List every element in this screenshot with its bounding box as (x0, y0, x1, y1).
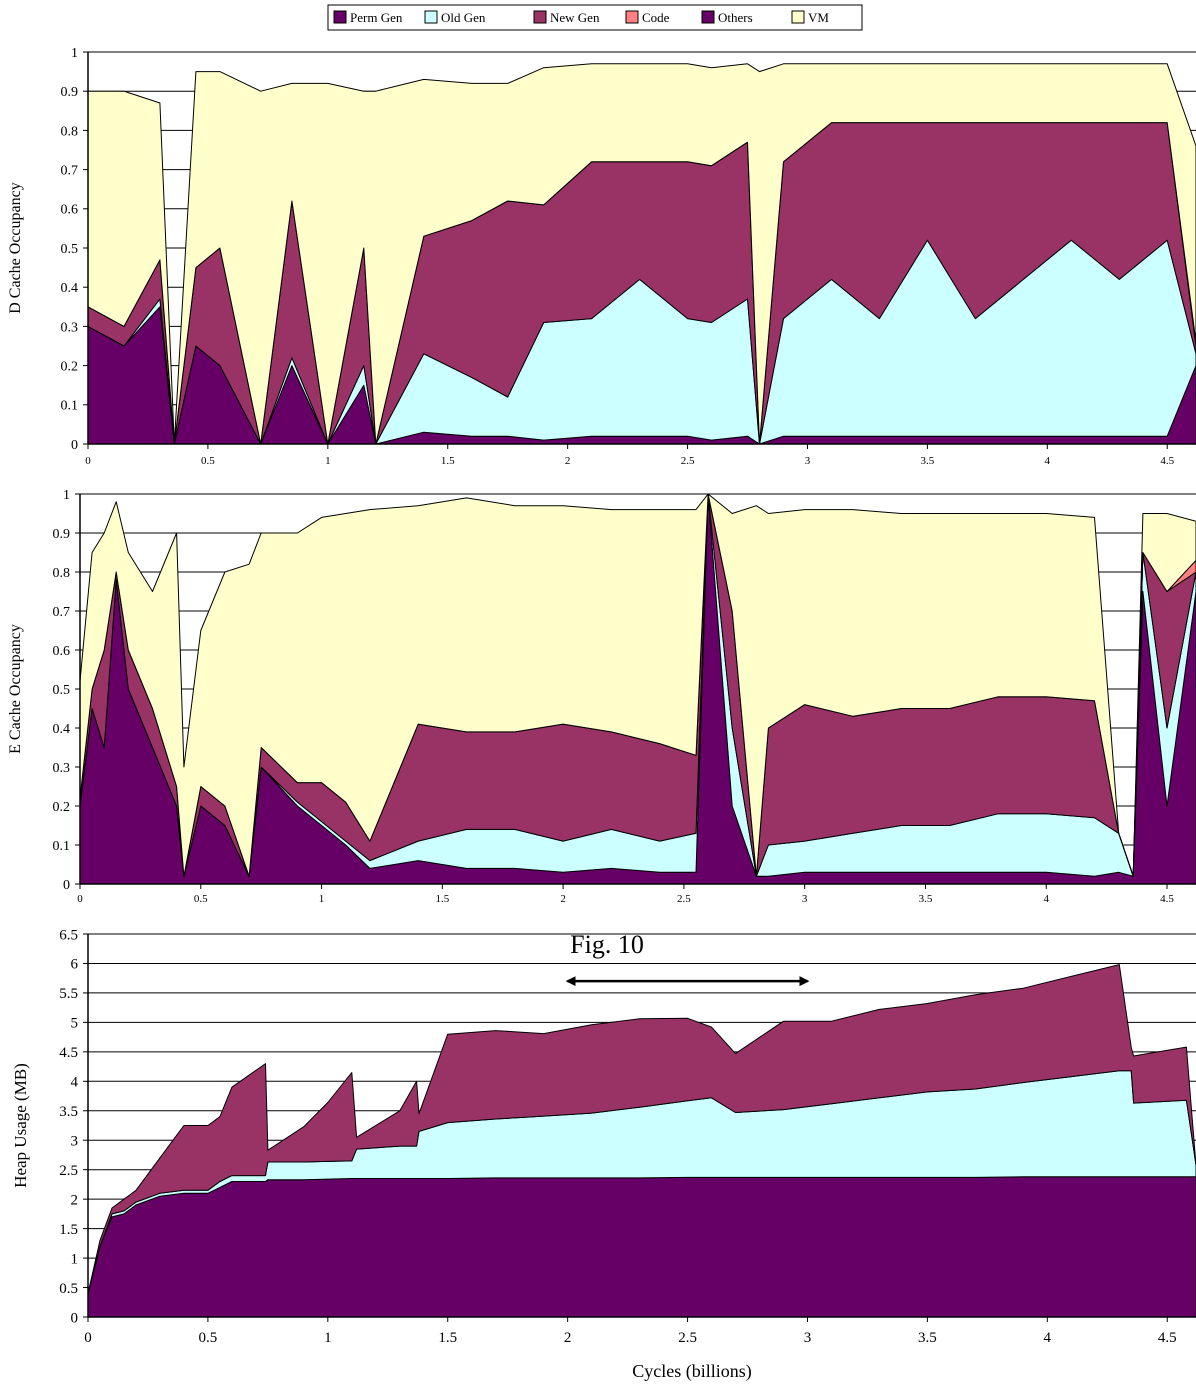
y-tick-label: 0.1 (61, 399, 79, 414)
y-tick-label: 0.6 (53, 644, 71, 659)
x-tick-label: 1.5 (441, 455, 455, 467)
y-tick-label: 1 (71, 46, 78, 61)
x-tick-label: 1.5 (435, 893, 449, 905)
figure-annotation: Fig. 10 (570, 930, 644, 959)
x-tick-label: 4 (1044, 1330, 1052, 1346)
x-tick-label: 0.5 (201, 455, 215, 467)
y-axis-label: E Cache Occupancy (7, 624, 24, 754)
x-tick-label: 3.5 (921, 455, 935, 467)
x-tick-label: 3 (802, 893, 808, 905)
legend-label-vm: VM (808, 10, 829, 25)
x-tick-label: 4.5 (1160, 455, 1174, 467)
heap-usage-panel: 0 0.5 1 1.5 2 2.5 3 3.5 4 4.5 5 5.5 6 6.5 0 0.5 1 1.5 2 2.5… (11, 927, 1196, 1382)
x-tick-label: 1 (319, 893, 325, 905)
y-tick-label: 0.4 (61, 281, 79, 296)
area-series-perm-gen (87, 1176, 1196, 1318)
y-tick-label: 0 (71, 1310, 79, 1326)
y-tick-label: 0.6 (61, 203, 79, 218)
x-tick-label: 3.5 (919, 893, 933, 905)
y-tick-label: 0.5 (59, 1281, 78, 1297)
y-tick-label: 6 (71, 957, 79, 973)
x-tick-label: 0.5 (194, 893, 208, 905)
legend-swatch-code (625, 10, 639, 24)
x-axis-label: Cycles (billions) (632, 1361, 752, 1382)
y-tick-label: 4.5 (59, 1045, 78, 1061)
x-tick-label: 1 (325, 455, 331, 467)
y-tick-label: 0.9 (61, 85, 79, 100)
y-tick-label: 0.1 (53, 839, 71, 854)
y-tick-label: 3.5 (59, 1104, 78, 1120)
x-tick-label: 3.5 (918, 1330, 937, 1346)
y-tick-label: 0.5 (53, 683, 71, 698)
y-tick-label: 0.7 (61, 164, 79, 179)
x-tick-label: 1 (324, 1330, 332, 1346)
legend-swatch-new-gen (533, 10, 547, 24)
x-tick-label: 0 (84, 1330, 92, 1346)
x-tick-label: 4.5 (1158, 1330, 1177, 1346)
y-tick-label: 0.4 (53, 722, 71, 737)
x-tick-label: 0 (85, 455, 91, 467)
y-tick-label: 2.5 (59, 1163, 78, 1179)
area-series-vm (87, 63, 1196, 445)
x-tick-label: 2.5 (678, 1330, 697, 1346)
x-tick-label: 2 (564, 1330, 572, 1346)
y-tick-label: 0.5 (61, 242, 79, 257)
y-axis-label: Heap Usage (MB) (11, 1063, 30, 1188)
y-tick-label: 0.8 (53, 566, 71, 581)
legend-label-new-gen: New Gen (550, 10, 600, 25)
y-tick-label: 4 (71, 1075, 79, 1091)
y-tick-label: 0.3 (61, 320, 79, 335)
y-tick-label: 1 (63, 488, 70, 503)
x-tick-label: 0.5 (199, 1330, 218, 1346)
y-tick-label: 5.5 (59, 986, 78, 1002)
x-tick-label: 2 (560, 893, 566, 905)
x-tick-label: 2.5 (681, 455, 695, 467)
x-tick-label: 3 (804, 1330, 812, 1346)
legend-swatch-vm (791, 10, 805, 24)
y-tick-label: 6.5 (59, 927, 78, 943)
y-tick-label: 0.2 (53, 800, 71, 815)
legend-label-others: Others (718, 10, 753, 25)
area-series-new-gen (87, 964, 1196, 1294)
y-tick-label: 0.9 (53, 527, 71, 542)
y-tick-label: 0.7 (53, 605, 71, 620)
x-tick-label: 0 (77, 893, 83, 905)
y-tick-label: 1 (71, 1251, 79, 1267)
x-tick-label: 4 (1043, 893, 1049, 905)
legend-box (327, 4, 863, 31)
legend-swatch-old-gen (424, 10, 438, 24)
x-tick-label: 1.5 (438, 1330, 457, 1346)
y-tick-label: 0 (71, 438, 78, 453)
x-tick-label: 4.5 (1160, 893, 1174, 905)
y-axis-label: D Cache Occupancy (7, 182, 24, 314)
x-tick-label: 4 (1045, 455, 1051, 467)
legend-swatch-others (701, 10, 715, 24)
area-series-vm (79, 493, 1196, 877)
x-tick-label: 3 (805, 455, 811, 467)
y-tick-label: 0.2 (61, 360, 79, 375)
legend-label-perm-gen: Perm Gen (350, 10, 403, 25)
legend-swatch-perm-gen (333, 10, 347, 24)
y-tick-label: 0.3 (53, 761, 71, 776)
y-tick-label: 2 (71, 1192, 79, 1208)
y-tick-label: 3 (71, 1133, 79, 1149)
legend-label-code: Code (642, 10, 670, 25)
x-tick-label: 2.5 (677, 893, 691, 905)
e-cache-panel: 0 0.1 0.2 0.3 0.4 0.5 0.6 0.7 0.8 0.9 1 0 0.5 1 1.5 2 2.… (7, 488, 1196, 905)
d-cache-panel: 0 0.1 0.2 0.3 0.4 0.5 0.6 0.7 0.8 0.9 1 0 0.5 1 1.5 2 2.… (7, 46, 1196, 467)
y-tick-label: 0 (63, 878, 70, 893)
y-tick-label: 5 (71, 1016, 79, 1032)
y-tick-label: 1.5 (59, 1222, 78, 1238)
y-tick-label: 0.8 (61, 124, 79, 139)
legend: Perm Gen Old Gen New Gen Code Others VM (327, 4, 863, 31)
legend-label-old-gen: Old Gen (441, 10, 486, 25)
x-tick-label: 2 (565, 455, 571, 467)
